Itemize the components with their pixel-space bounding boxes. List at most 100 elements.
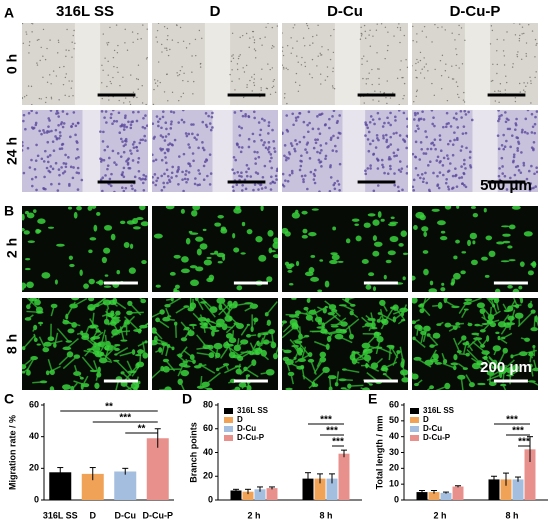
tube (91, 298, 106, 309)
tube (230, 388, 238, 390)
cell (270, 175, 273, 179)
cell (188, 43, 191, 45)
cell (412, 39, 414, 42)
tube (32, 298, 37, 301)
tube (187, 359, 195, 363)
cell (312, 172, 316, 176)
tube (274, 346, 278, 357)
cell (39, 59, 41, 62)
cell (298, 140, 302, 144)
cell (336, 179, 339, 183)
significance-label: *** (320, 415, 332, 426)
cell (367, 78, 369, 80)
cell (240, 126, 243, 130)
cell (491, 29, 494, 32)
cell (50, 96, 53, 99)
tube (317, 306, 326, 312)
cell (416, 89, 418, 91)
cell (64, 76, 67, 79)
cell (154, 183, 158, 187)
cell (220, 226, 227, 231)
tube (366, 364, 380, 372)
cell (185, 47, 188, 49)
tube (123, 316, 141, 332)
cell (461, 182, 464, 185)
tube (231, 330, 235, 341)
cell (192, 206, 201, 211)
cell (167, 143, 170, 147)
cell (499, 90, 501, 93)
cell (140, 38, 142, 40)
cell (33, 167, 37, 171)
cell (430, 110, 434, 112)
tube (152, 368, 163, 379)
cell (40, 132, 43, 136)
tube (458, 352, 468, 356)
cell (514, 100, 517, 103)
cell (123, 242, 130, 248)
cell (416, 58, 418, 61)
cell (523, 130, 527, 134)
cell (266, 148, 270, 151)
cell (440, 287, 446, 292)
cell (152, 122, 155, 126)
tube (157, 319, 170, 329)
cell (203, 259, 212, 266)
cell (173, 138, 177, 142)
tube (292, 315, 300, 319)
tube (383, 368, 388, 373)
tube (448, 326, 456, 332)
cell (420, 172, 424, 176)
cell (419, 176, 422, 180)
tube (518, 298, 523, 301)
tube (435, 385, 448, 390)
cell (113, 65, 115, 68)
cell (444, 125, 448, 129)
cell (377, 211, 382, 218)
cell (467, 239, 472, 247)
cell (388, 164, 392, 168)
cell (88, 278, 95, 285)
cell (505, 139, 508, 143)
cell (133, 189, 137, 192)
tube (292, 344, 301, 355)
x-tick-label: 8 h (319, 510, 332, 520)
cell (48, 170, 52, 174)
cell (57, 39, 60, 41)
tube (417, 358, 432, 368)
cell (413, 100, 415, 103)
cell (104, 224, 113, 231)
cell (300, 154, 303, 158)
cell (394, 115, 397, 119)
cell (141, 181, 145, 185)
cell (67, 206, 73, 210)
cell (302, 37, 305, 39)
cell (463, 308, 469, 311)
cell (457, 85, 459, 88)
cell (188, 162, 191, 166)
tube (452, 337, 461, 352)
cell (215, 318, 225, 325)
cell (169, 110, 173, 113)
cell (416, 112, 420, 115)
cell (525, 55, 528, 57)
cell (203, 160, 207, 163)
cell (54, 135, 57, 138)
tube (475, 336, 484, 347)
cell (416, 33, 418, 35)
cell (497, 110, 500, 112)
cell (233, 247, 240, 253)
cell (308, 121, 311, 125)
tube (454, 356, 457, 360)
cell (338, 188, 341, 192)
cell (362, 77, 364, 80)
tube (73, 298, 88, 307)
cell (180, 268, 190, 274)
cell (383, 121, 386, 125)
bar (440, 492, 452, 500)
tube (285, 313, 297, 316)
cell (141, 177, 145, 181)
cell (260, 89, 262, 91)
cell (308, 157, 312, 160)
micrograph (22, 206, 148, 292)
